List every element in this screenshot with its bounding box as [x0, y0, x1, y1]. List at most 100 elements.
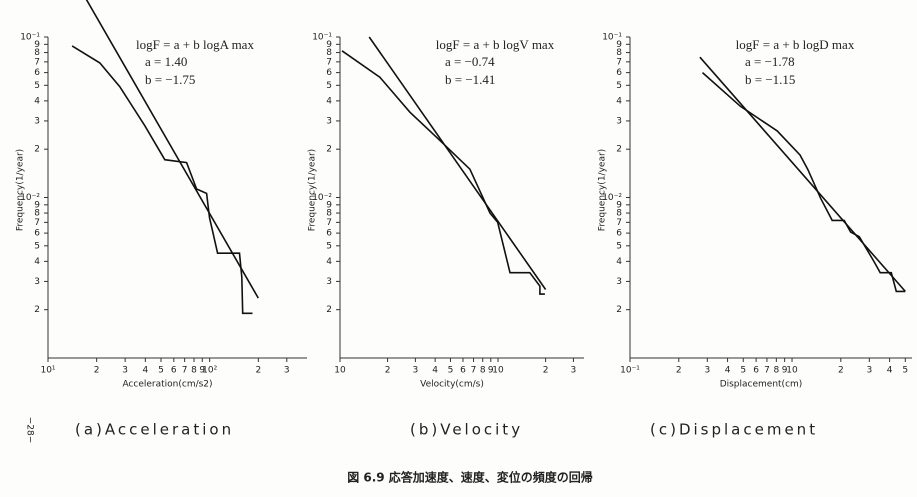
y-tick-label: 2 [34, 145, 40, 155]
figure-caption: 図 6.9 応答加速度、速度、変位の頻度の回帰 [347, 470, 593, 485]
y-tick-label: 10⁻² [602, 193, 622, 203]
y-axis-label: Frequency(1/year) [308, 149, 318, 231]
y-tick-label: 6 [34, 68, 40, 78]
x-tick-label: 10² [202, 366, 217, 376]
y-tick-label: 9 [34, 40, 40, 50]
y-tick-label: 7 [34, 57, 40, 67]
y-tick-label: 6 [326, 68, 332, 78]
data-line [699, 56, 906, 292]
y-tick-label: 6 [34, 229, 40, 239]
x-tick-label: 3 [571, 366, 577, 376]
x-tick-label: 4 [725, 366, 731, 376]
y-tick-label: 5 [34, 241, 40, 251]
coef-a: a = −0.74 [445, 54, 495, 69]
y-tick-label: 5 [326, 81, 332, 91]
y-tick-label: 4 [34, 257, 40, 267]
y-tick-label: 4 [326, 96, 332, 106]
y-tick-label: 9 [326, 200, 332, 210]
y-tick-label: 8 [616, 209, 622, 219]
y-tick-label: 9 [34, 200, 40, 210]
x-tick-label: 2 [385, 366, 391, 376]
x-tick-label: 7 [182, 366, 188, 376]
y-tick-label: 2 [34, 305, 40, 315]
y-tick-label: 10⁻¹ [312, 33, 332, 43]
coef-b: b = −1.15 [745, 72, 795, 87]
x-axis-label: Displacement(cm) [720, 380, 803, 390]
data-line [85, 0, 259, 299]
y-tick-label: 7 [326, 218, 332, 228]
y-tick-label: 9 [616, 40, 622, 50]
equation: logF = a + b logD max [736, 37, 855, 52]
x-tick-label: 8 [773, 366, 779, 376]
y-tick-label: 2 [326, 305, 332, 315]
x-tick-label: 3 [122, 366, 128, 376]
x-tick-label: 6 [171, 366, 177, 376]
y-tick-label: 2 [326, 145, 332, 155]
x-axis-label: Acceleration(cm/s2) [122, 380, 212, 390]
y-tick-label: 2 [616, 305, 622, 315]
y-tick-label: 4 [616, 96, 622, 106]
x-tick-label: 10 [334, 366, 346, 376]
x-tick-label: 2 [676, 366, 682, 376]
x-tick-label: 7 [471, 366, 477, 376]
data-line [368, 36, 547, 290]
y-tick-label: 3 [326, 277, 332, 287]
y-tick-label: 3 [34, 116, 40, 126]
x-tick-label: 4 [887, 366, 893, 376]
x-tick-label: 6 [753, 366, 759, 376]
coef-a: a = −1.78 [745, 54, 795, 69]
y-tick-label: 9 [616, 200, 622, 210]
x-tick-label: 4 [142, 366, 148, 376]
x-tick-label: 8 [191, 366, 197, 376]
y-axis-label: Frequency(1/year) [16, 149, 26, 231]
x-tick-label: 9 [782, 366, 788, 376]
x-tick-label: 3 [866, 366, 872, 376]
y-tick-label: 9 [326, 40, 332, 50]
x-tick-label: 10 [492, 366, 504, 376]
y-tick-label: 8 [34, 209, 40, 219]
x-tick-label: 4 [432, 366, 438, 376]
y-tick-label: 5 [326, 241, 332, 251]
y-tick-label: 4 [34, 96, 40, 106]
y-tick-label: 5 [616, 241, 622, 251]
x-tick-label: 9 [488, 366, 494, 376]
coef-b: b = −1.41 [445, 72, 495, 87]
y-tick-label: 3 [326, 116, 332, 126]
y-tick-label: 7 [616, 218, 622, 228]
x-tick-label: 2 [255, 366, 261, 376]
y-tick-label: 7 [616, 57, 622, 67]
y-tick-label: 3 [616, 116, 622, 126]
equation: logF = a + b logV max [436, 37, 555, 52]
panel-caption: (c)Displacement [650, 421, 818, 439]
panel-caption: (b)Velocity [410, 421, 523, 439]
x-tick-label: 10¹ [40, 366, 55, 376]
y-tick-label: 4 [326, 257, 332, 267]
x-tick-label: 6 [460, 366, 466, 376]
y-tick-label: 8 [326, 209, 332, 219]
y-tick-label: 10⁻² [20, 193, 40, 203]
y-tick-label: 2 [616, 145, 622, 155]
x-tick-label: 10⁻¹ [620, 366, 640, 376]
equation: logF = a + b logA max [136, 37, 254, 52]
x-tick-label: 2 [838, 366, 844, 376]
data-line [701, 72, 906, 293]
x-tick-label: 5 [902, 366, 908, 376]
y-tick-label: 6 [616, 68, 622, 78]
y-tick-label: 4 [616, 257, 622, 267]
y-tick-label: 3 [34, 277, 40, 287]
y-tick-label: 6 [326, 229, 332, 239]
y-tick-label: 10⁻² [312, 193, 332, 203]
panel-caption: (a)Acceleration [75, 421, 234, 439]
y-tick-label: 10⁻¹ [602, 33, 622, 43]
x-tick-label: 3 [704, 366, 710, 376]
y-tick-label: 8 [326, 48, 332, 58]
data-line [71, 45, 253, 315]
y-tick-label: 5 [34, 81, 40, 91]
y-tick-label: 6 [616, 229, 622, 239]
x-tick-label: 9 [199, 366, 205, 376]
x-tick-label: 3 [413, 366, 419, 376]
coef-b: b = −1.75 [145, 72, 195, 87]
coef-a: a = 1.40 [145, 54, 187, 69]
y-tick-label: 10⁻¹ [20, 33, 40, 43]
